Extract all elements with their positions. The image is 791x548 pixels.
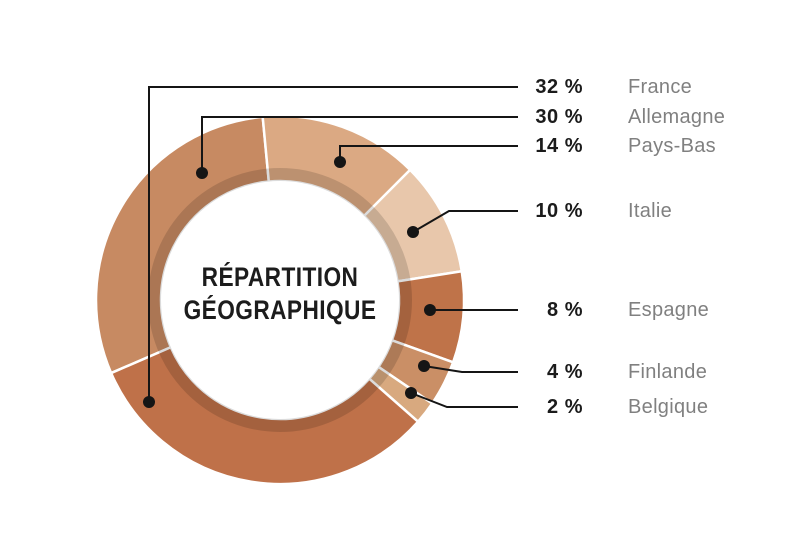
leader-line-allemagne bbox=[201, 116, 518, 173]
chart-title: RÉPARTITION GÉOGRAPHIQUE bbox=[175, 261, 385, 327]
legend-row-france: 32 % France bbox=[0, 75, 791, 99]
country-label: Allemagne bbox=[628, 106, 726, 128]
leader-dot-pays-bas bbox=[334, 156, 346, 168]
country-label: Espagne bbox=[628, 299, 710, 321]
leader-dot-espagne bbox=[424, 304, 436, 316]
leader-dot-italie bbox=[407, 226, 419, 238]
leader-line-finlande bbox=[423, 365, 518, 373]
pct-label: 10 % bbox=[535, 200, 583, 222]
country-label: Italie bbox=[628, 200, 673, 222]
legend-row-italie: 10 % Italie bbox=[0, 199, 791, 223]
leader-dot-finlande bbox=[418, 360, 430, 372]
country-label: Finlande bbox=[628, 361, 708, 383]
leader-dot-allemagne bbox=[196, 167, 208, 179]
pct-label: 30 % bbox=[535, 106, 583, 128]
legend-row-pays-bas: 14 % Pays-Bas bbox=[0, 134, 791, 158]
legend-row-espagne: 8 % Espagne bbox=[0, 298, 791, 322]
country-label: France bbox=[628, 76, 693, 98]
chart-title-line2: GÉOGRAPHIQUE bbox=[183, 295, 377, 325]
inner-shadow-ring bbox=[148, 168, 412, 432]
country-label: Belgique bbox=[628, 396, 709, 418]
country-label: Pays-Bas bbox=[628, 135, 716, 157]
center-hole bbox=[161, 181, 399, 419]
leader-line-italie bbox=[412, 210, 518, 233]
leader-dot-france bbox=[143, 396, 155, 408]
leader-dot-belgique bbox=[405, 387, 417, 399]
legend-row-belgique: 2 % Belgique bbox=[0, 395, 791, 419]
chart-title-line1: RÉPARTITION bbox=[201, 262, 359, 292]
pct-label: 4 % bbox=[547, 361, 583, 383]
segment-france bbox=[109, 346, 420, 486]
legend-row-finlande: 4 % Finlande bbox=[0, 360, 791, 384]
pct-label: 14 % bbox=[535, 135, 583, 157]
pct-label: 2 % bbox=[547, 396, 583, 418]
legend-row-allemagne: 30 % Allemagne bbox=[0, 105, 791, 129]
leader-line-france bbox=[148, 86, 518, 402]
pct-label: 32 % bbox=[535, 76, 583, 98]
pct-label: 8 % bbox=[547, 299, 583, 321]
leader-line-belgique bbox=[410, 392, 518, 408]
segment-allemagne bbox=[94, 115, 271, 375]
